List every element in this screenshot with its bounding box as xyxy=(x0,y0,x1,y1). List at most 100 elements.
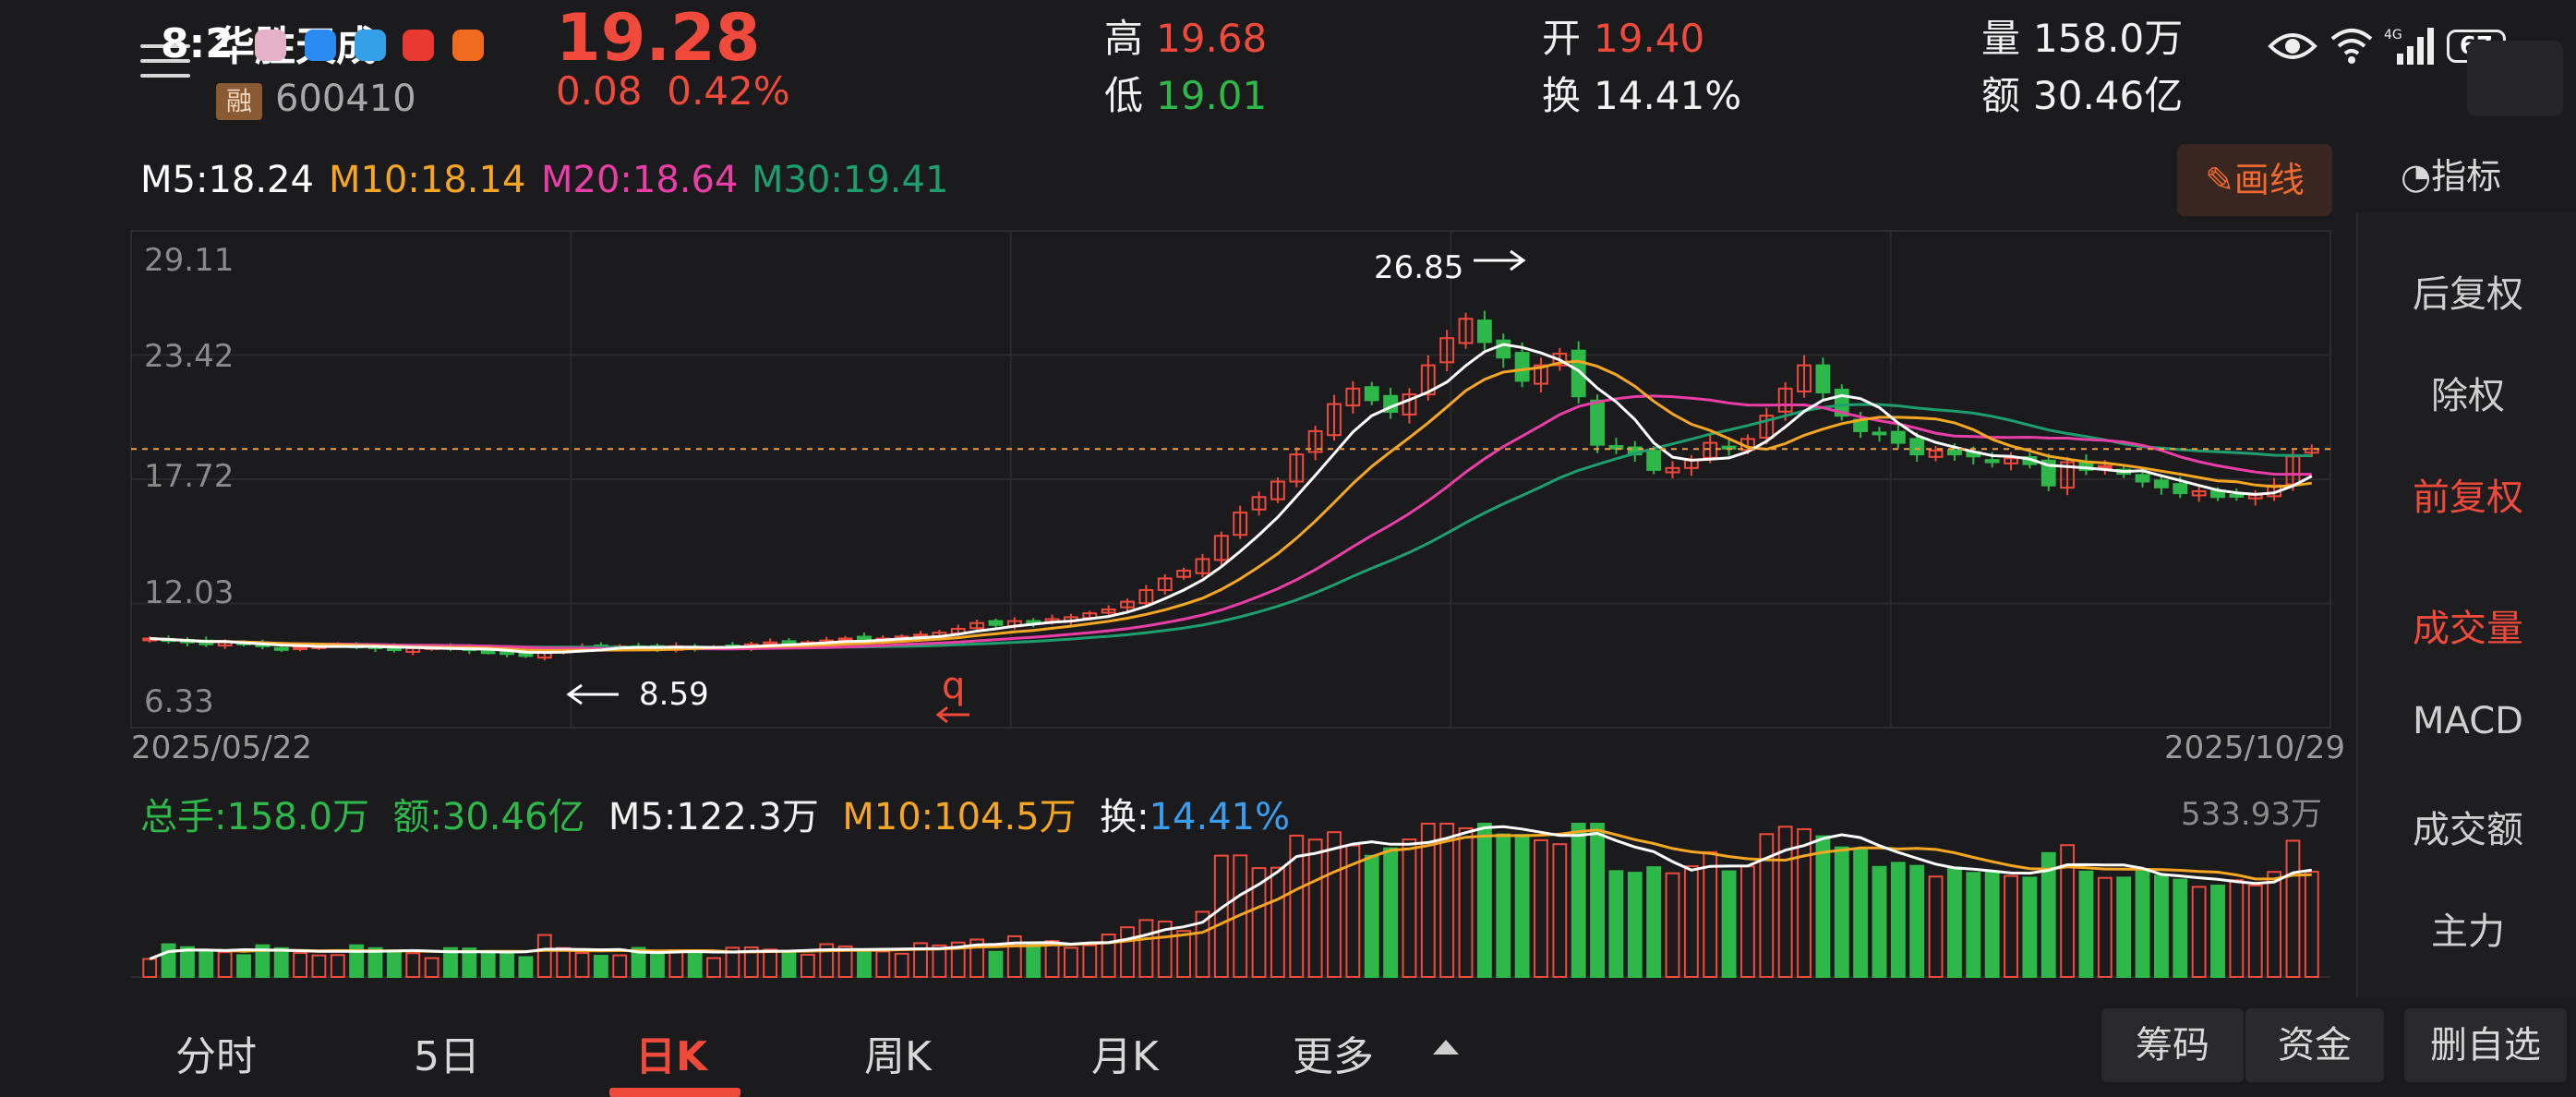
volume-bar-down xyxy=(1984,871,2000,978)
side-item-amount[interactable]: 成交额 xyxy=(2413,809,2523,851)
turnover-quote: 换 14.41% xyxy=(1542,65,1741,121)
turnover-label: 换 xyxy=(1542,73,1582,118)
candle-down xyxy=(2135,474,2150,483)
candle-down xyxy=(988,620,1004,626)
volume-legend: 总手:158.0万 额:30.46亿 M5:122.3万 M10:104.5万 … xyxy=(140,787,1290,840)
tab-daily-k[interactable]: 日K xyxy=(635,1033,708,1080)
y-tick-label: 6.33 xyxy=(144,683,214,720)
volume-bar-up xyxy=(1703,850,1718,978)
volume-bar-down xyxy=(1721,870,1737,978)
side-item-volume[interactable]: 成交量 xyxy=(2413,608,2523,650)
volume-bar-down xyxy=(1364,854,1379,978)
volume-bar-up xyxy=(894,952,909,978)
chevron-up-icon[interactable] xyxy=(1433,1040,1459,1055)
funds-button[interactable]: 资金 xyxy=(2245,1008,2384,1082)
candle-down xyxy=(1646,450,1662,471)
side-item-ex-rights[interactable]: 除权 xyxy=(2431,375,2505,417)
start-date-label: 2025/05/22 xyxy=(131,729,312,766)
open-value: 19.40 xyxy=(1594,16,1705,61)
open-label: 开 xyxy=(1542,16,1582,61)
turnover-legend-label: 换: xyxy=(1100,796,1150,838)
volume-bar-down xyxy=(1646,866,1662,978)
volume-bar-up xyxy=(1289,834,1305,978)
volume-bar-up xyxy=(556,946,572,979)
notification-app-icon xyxy=(255,30,286,61)
side-item-main-force[interactable]: 主力 xyxy=(2431,910,2505,953)
notification-app-icon xyxy=(452,30,484,61)
tab-weekly-k[interactable]: 周K xyxy=(864,1033,932,1080)
volume-bar-up xyxy=(2229,879,2245,978)
volume-bar-down xyxy=(349,944,365,979)
volume-bar-down xyxy=(199,948,214,978)
max-volume-label: 533.93万 xyxy=(2181,796,2322,833)
candle-up xyxy=(1213,535,1229,561)
tab-intraday[interactable]: 分时 xyxy=(175,1033,257,1080)
candle-up xyxy=(1928,449,1944,458)
candle-up xyxy=(1101,609,1116,614)
volume-bar-up xyxy=(424,957,439,979)
change-value: 0.08 xyxy=(556,68,643,114)
volume-bar-down xyxy=(2210,885,2225,978)
candle-up xyxy=(2191,490,2207,497)
volume-bar-up xyxy=(2267,871,2282,978)
volume-bar-up xyxy=(969,938,985,979)
volume-bar-down xyxy=(2135,868,2150,978)
volume-bar-down xyxy=(2116,876,2132,978)
candle-up xyxy=(1797,364,1812,392)
turnover-value: 14.41% xyxy=(1594,73,1742,118)
volume-bar-up xyxy=(311,954,327,978)
delete-favorite-button[interactable]: 删自选 xyxy=(2404,1008,2567,1082)
side-item-macd[interactable]: MACD xyxy=(2413,700,2523,742)
portrait-toggle-button[interactable] xyxy=(2467,41,2563,116)
candle-up xyxy=(1402,393,1417,416)
volume-bar-up xyxy=(574,952,590,978)
volume-bar-down xyxy=(1890,862,1906,978)
volume-chart[interactable] xyxy=(0,772,2345,984)
tab-more[interactable]: 更多 xyxy=(1293,1033,1374,1080)
volume-bar-up xyxy=(1176,930,1192,978)
ma30-line xyxy=(150,403,2312,649)
volume-bar-down xyxy=(1514,834,1530,978)
volume-bar-up xyxy=(950,941,966,979)
side-item-pre-adjusted[interactable]: 前复权 xyxy=(2413,476,2523,519)
side-item-post-adjusted[interactable]: 后复权 xyxy=(2413,273,2523,316)
volume-bar-up xyxy=(2247,884,2263,978)
candle-down xyxy=(2173,483,2188,495)
menu-icon[interactable] xyxy=(140,44,190,85)
candlestick-chart[interactable] xyxy=(0,222,2345,739)
volume-bar-up xyxy=(1327,831,1342,978)
candle-up xyxy=(1665,466,1680,474)
arrow-right-icon xyxy=(1474,249,1526,271)
event-marker-label[interactable]: q xyxy=(942,665,966,707)
volume-bar-down xyxy=(518,956,534,978)
volume-bar-up xyxy=(1665,872,1680,978)
volume-bar-down xyxy=(650,949,665,978)
volume-bar-up xyxy=(1157,920,1173,978)
candle-up xyxy=(837,637,853,642)
candle-up xyxy=(1120,600,1135,609)
volume-bar-up xyxy=(1420,823,1436,978)
candle-up xyxy=(2304,448,2319,454)
indicator-button[interactable]: ◔指标 xyxy=(2401,156,2502,197)
candle-down xyxy=(273,646,289,651)
wifi-icon xyxy=(2330,29,2373,64)
volume-bar-up xyxy=(800,953,815,978)
candle-down xyxy=(500,651,514,656)
candle-up xyxy=(1759,415,1775,439)
tab-monthly-k[interactable]: 月K xyxy=(1091,1033,1159,1080)
volume-bar-down xyxy=(857,948,872,979)
tab-5day[interactable]: 5日 xyxy=(414,1033,480,1080)
amount-quote: 额 30.46亿 xyxy=(1981,65,2183,121)
eye-icon xyxy=(2268,33,2317,59)
volume-bar-up xyxy=(612,954,628,979)
volume-bar-down xyxy=(367,946,383,978)
candle-up xyxy=(293,645,308,650)
amount-label: 额 xyxy=(1981,73,2021,118)
svg-text:4G: 4G xyxy=(2384,28,2402,42)
volume-bar-down xyxy=(2040,851,2056,978)
notification-app-icon xyxy=(403,30,434,61)
chips-button[interactable]: 筹码 xyxy=(2101,1008,2244,1082)
draw-line-button[interactable]: ✎画线 xyxy=(2177,144,2332,216)
candle-up xyxy=(1307,429,1323,453)
volume-bar-up xyxy=(1552,843,1568,978)
